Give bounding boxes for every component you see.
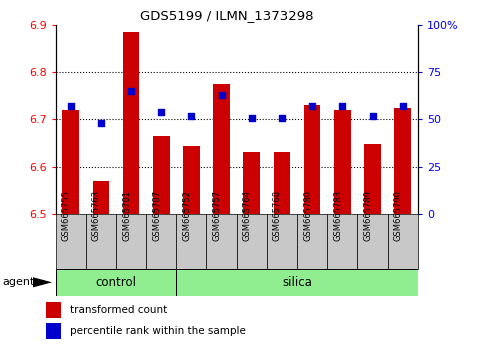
- Bar: [176, 269, 418, 296]
- Bar: [93, 181, 109, 214]
- Bar: [56, 269, 176, 296]
- Bar: [274, 152, 290, 214]
- Bar: [327, 214, 357, 269]
- Point: [369, 113, 376, 119]
- Bar: [46, 302, 61, 318]
- Bar: [267, 214, 297, 269]
- Point: [97, 120, 105, 126]
- Point: [127, 88, 135, 94]
- Point: [308, 103, 316, 109]
- Text: GSM665764: GSM665764: [243, 190, 252, 241]
- Point: [248, 115, 256, 120]
- Bar: [297, 214, 327, 269]
- Bar: [207, 214, 237, 269]
- Bar: [62, 110, 79, 214]
- Text: GSM665790: GSM665790: [394, 190, 403, 241]
- Bar: [116, 214, 146, 269]
- Point: [67, 103, 74, 109]
- Bar: [334, 110, 351, 214]
- Text: GSM665763: GSM665763: [92, 190, 101, 241]
- Bar: [213, 84, 230, 214]
- Bar: [388, 214, 418, 269]
- Text: GSM665780: GSM665780: [303, 190, 312, 241]
- Bar: [364, 144, 381, 214]
- Bar: [243, 152, 260, 214]
- Text: GSM665768: GSM665768: [273, 190, 282, 241]
- Text: percentile rank within the sample: percentile rank within the sample: [70, 326, 245, 336]
- Bar: [56, 214, 86, 269]
- Text: GSM665781: GSM665781: [122, 190, 131, 241]
- Point: [218, 92, 226, 98]
- Text: GSM665783: GSM665783: [333, 190, 342, 241]
- Text: GDS5199 / ILMN_1373298: GDS5199 / ILMN_1373298: [140, 9, 314, 22]
- Point: [157, 109, 165, 115]
- Text: GSM665757: GSM665757: [213, 190, 222, 241]
- Bar: [304, 105, 320, 214]
- Text: silica: silica: [282, 276, 312, 289]
- Text: transformed count: transformed count: [70, 305, 167, 315]
- Bar: [46, 323, 61, 339]
- Polygon shape: [33, 277, 52, 287]
- Bar: [123, 32, 139, 214]
- Bar: [395, 108, 411, 214]
- Text: control: control: [96, 276, 136, 289]
- Text: GSM665787: GSM665787: [152, 190, 161, 241]
- Point: [187, 113, 195, 119]
- Point: [278, 115, 286, 120]
- Bar: [86, 214, 116, 269]
- Text: GSM665755: GSM665755: [62, 190, 71, 241]
- Bar: [237, 214, 267, 269]
- Bar: [183, 147, 199, 214]
- Text: agent: agent: [2, 277, 35, 287]
- Text: GSM665789: GSM665789: [364, 190, 372, 241]
- Bar: [176, 214, 207, 269]
- Point: [339, 103, 346, 109]
- Text: GSM665752: GSM665752: [183, 190, 191, 241]
- Bar: [357, 214, 388, 269]
- Bar: [146, 214, 176, 269]
- Bar: [153, 136, 170, 214]
- Point: [399, 103, 407, 109]
